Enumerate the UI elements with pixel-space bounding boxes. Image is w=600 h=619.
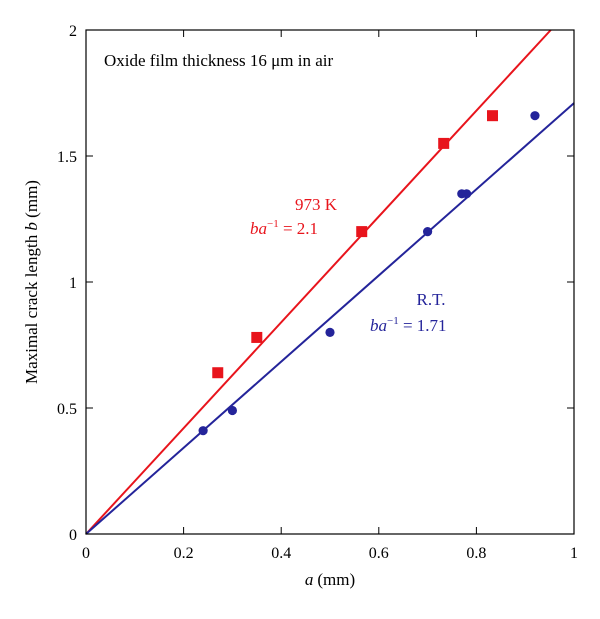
y-tick-label: 1 [69, 275, 77, 292]
data-point-973k [356, 226, 368, 238]
x-axis-ticks: 0 0.2 0.4 0.6 0.8 1 [82, 30, 578, 562]
data-point-rt [198, 426, 208, 436]
data-markers [198, 110, 540, 436]
y-tick-label: 0.5 [57, 401, 77, 418]
series-label-rt-var: ba [370, 316, 387, 335]
fit-line-rt [85, 102, 575, 535]
y-tick-label: 1.5 [57, 149, 77, 166]
data-point-973k [438, 137, 450, 149]
x-axis-unit: (mm) [317, 570, 355, 589]
series-label-973k-var: ba [250, 219, 267, 238]
y-tick-label: 2 [69, 23, 77, 40]
data-point-973k [251, 331, 263, 343]
series-label-973k-value: = 2.1 [279, 219, 318, 238]
y-axis-label: Maximal crack length b (mm) [22, 180, 41, 384]
data-point-rt [462, 189, 472, 199]
plot-annotation-title: Oxide film thickness 16 μm in air [104, 51, 333, 70]
series-label-rt-line1: R.T. [417, 290, 446, 309]
y-axis-var: b [22, 222, 41, 231]
data-point-rt [530, 111, 540, 121]
fit-lines [85, 29, 575, 535]
x-tick-label: 0.2 [174, 545, 194, 562]
y-tick-label: 0 [69, 527, 77, 544]
x-axis-var: a [305, 570, 314, 589]
x-axis-label: a (mm) [305, 570, 355, 589]
fit-line-973k [85, 29, 552, 535]
series-label-rt-exp: −1 [387, 315, 399, 327]
x-tick-label: 0.6 [369, 545, 389, 562]
y-axis-text: Maximal crack length [22, 231, 41, 384]
series-label-973k-exp: −1 [267, 218, 279, 230]
data-point-rt [227, 405, 237, 416]
series-label-rt-line2: ba−1 = 1.71 [370, 315, 447, 335]
series-label-973k-line1: 973 K [295, 195, 338, 214]
x-tick-label: 1 [570, 545, 578, 562]
data-point-rt [423, 227, 433, 237]
x-tick-label: 0.4 [271, 545, 291, 562]
x-tick-label: 0.8 [466, 545, 486, 562]
data-point-rt [325, 327, 335, 337]
y-axis-ticks: 0 0.5 1 1.5 2 [57, 23, 574, 544]
y-axis-unit: (mm) [22, 180, 41, 222]
x-tick-label: 0 [82, 545, 90, 562]
series-label-973k-line2: ba−1 = 2.1 [250, 218, 318, 238]
data-point-973k [487, 110, 499, 122]
data-point-973k [212, 367, 224, 379]
series-label-rt-value: = 1.71 [399, 316, 447, 335]
